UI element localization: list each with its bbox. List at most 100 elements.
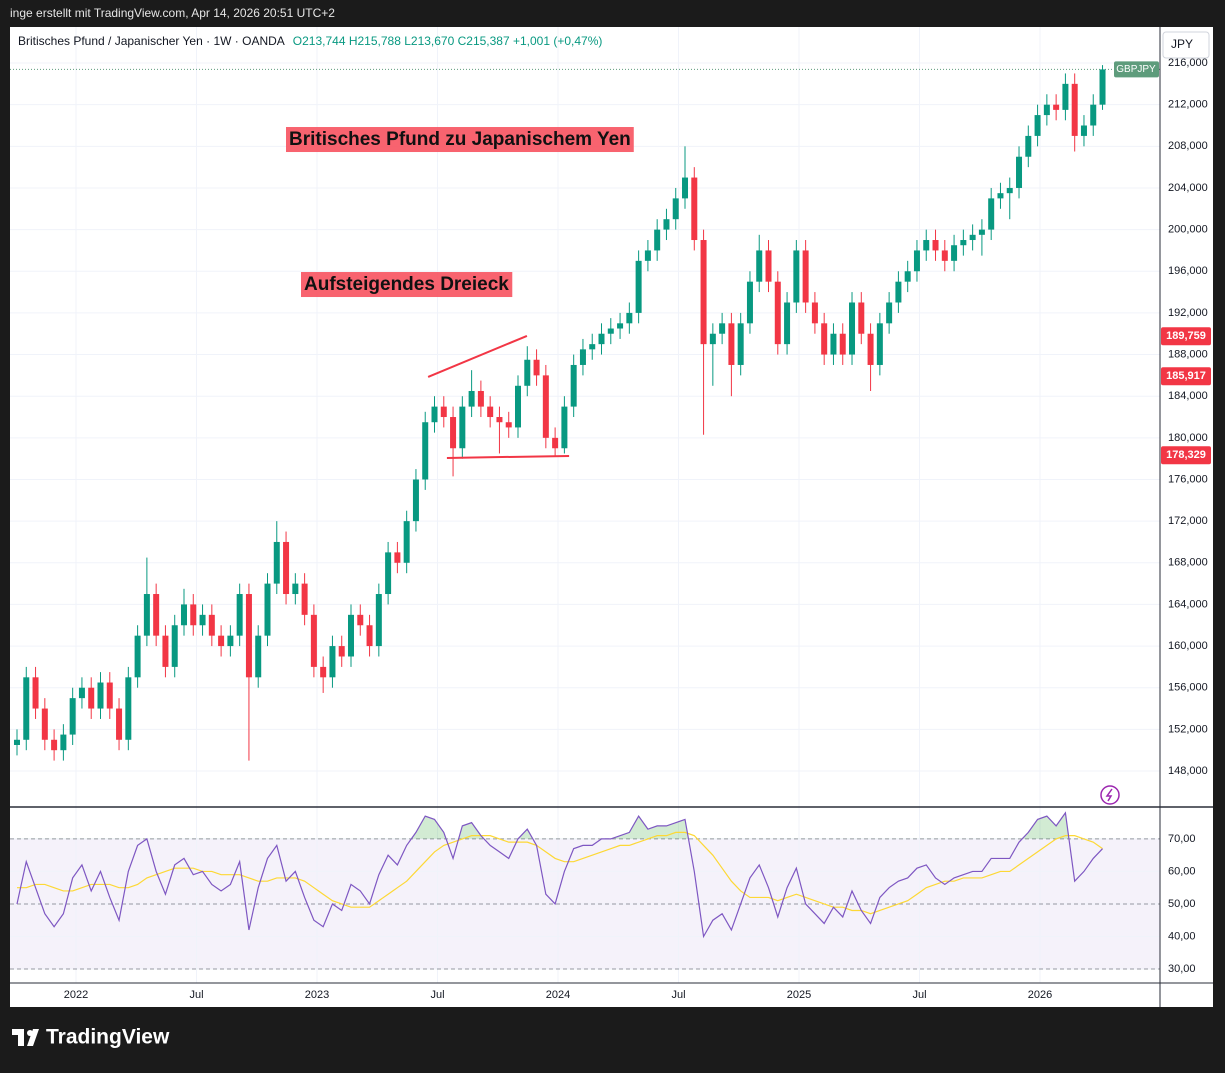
candle-body bbox=[607, 328, 614, 334]
candle-body bbox=[1071, 83, 1078, 136]
trend-line bbox=[427, 334, 528, 378]
candle-body bbox=[1090, 104, 1097, 126]
candle-body bbox=[236, 594, 243, 636]
candle-body bbox=[310, 614, 317, 667]
rsi-tick-label: 70,00 bbox=[1168, 833, 1196, 845]
candle-body bbox=[728, 323, 735, 365]
candle-body bbox=[134, 635, 141, 678]
candle-body bbox=[672, 198, 679, 220]
price-marker bbox=[1161, 446, 1211, 465]
price-marker-label: 185,917 bbox=[1166, 370, 1206, 382]
y-tick-label: 156,000 bbox=[1168, 682, 1208, 694]
chart-header: Britisches Pfund / Japanischer Yen · 1W … bbox=[18, 34, 602, 48]
candle-body bbox=[858, 302, 865, 334]
candle-body bbox=[1062, 83, 1069, 110]
candle-body bbox=[1099, 69, 1106, 105]
candle-body bbox=[116, 708, 123, 740]
x-tick-label: 2022 bbox=[64, 989, 88, 1001]
trend-line bbox=[446, 454, 570, 459]
rsi-tick-label: 60,00 bbox=[1168, 865, 1196, 877]
candle-body bbox=[245, 594, 252, 678]
candle-body bbox=[579, 349, 586, 365]
chart-title: Britisches Pfund / Japanischer Yen · 1W … bbox=[18, 34, 285, 48]
candle-body bbox=[431, 406, 438, 423]
candle-body bbox=[273, 541, 280, 584]
x-tick-label: 2025 bbox=[787, 989, 811, 1001]
candle-body bbox=[561, 406, 568, 449]
candle-body bbox=[626, 312, 633, 324]
price-marker bbox=[1161, 327, 1211, 346]
candle-body bbox=[997, 193, 1004, 199]
candle-body bbox=[403, 521, 410, 563]
candle-body bbox=[719, 323, 726, 334]
currency-label: JPY bbox=[1171, 37, 1193, 51]
candle-body bbox=[542, 375, 549, 438]
candle-body bbox=[153, 594, 160, 636]
candle-body bbox=[97, 682, 104, 709]
rsi-tick-label: 50,00 bbox=[1168, 898, 1196, 910]
candle-body bbox=[51, 739, 58, 751]
rsi-line bbox=[16, 811, 1103, 939]
candle-body bbox=[598, 333, 605, 345]
candle-body bbox=[635, 260, 642, 313]
candle-body bbox=[283, 541, 290, 595]
candle-body bbox=[1025, 135, 1032, 157]
candle-body bbox=[301, 583, 308, 615]
candle-body bbox=[978, 229, 985, 235]
y-tick-label: 192,000 bbox=[1168, 307, 1208, 319]
candle-body bbox=[385, 552, 392, 595]
candle-body bbox=[960, 240, 967, 246]
candle-body bbox=[932, 240, 939, 251]
y-tick-label: 184,000 bbox=[1168, 390, 1208, 402]
rsi-line bbox=[16, 831, 1103, 915]
y-tick-label: 180,000 bbox=[1168, 432, 1208, 444]
candle-body bbox=[459, 406, 466, 449]
candle-body bbox=[375, 594, 382, 647]
y-tick-label: 164,000 bbox=[1168, 598, 1208, 610]
y-tick-label: 216,000 bbox=[1168, 57, 1208, 69]
alert-icon[interactable] bbox=[1100, 785, 1120, 805]
currency-button[interactable] bbox=[1162, 31, 1210, 59]
candle-body bbox=[644, 250, 651, 261]
candle-body bbox=[366, 625, 373, 647]
candle-body bbox=[617, 323, 624, 329]
y-tick-label: 160,000 bbox=[1168, 640, 1208, 652]
candle-body bbox=[505, 422, 512, 428]
annotation-label: Aufsteigendes Dreieck bbox=[304, 274, 509, 295]
candle-body bbox=[913, 250, 920, 272]
candle-body bbox=[440, 406, 447, 418]
y-tick-label: 168,000 bbox=[1168, 557, 1208, 569]
candle-body bbox=[255, 635, 262, 678]
candle-body bbox=[774, 281, 781, 345]
candle-body bbox=[988, 198, 995, 230]
x-tick-label: 2023 bbox=[305, 989, 329, 1001]
candle-body bbox=[292, 583, 299, 595]
candle-body bbox=[329, 646, 336, 678]
rsi-lines bbox=[16, 811, 1103, 939]
x-tick-label: 2024 bbox=[546, 989, 570, 1001]
ohlc-values: O213,744 H215,788 L213,670 C215,387 +1,0… bbox=[293, 34, 603, 48]
candle-body bbox=[143, 594, 150, 636]
candle-body bbox=[1006, 187, 1013, 194]
y-tick-label: 212,000 bbox=[1168, 99, 1208, 111]
price-marker bbox=[1161, 367, 1211, 386]
candle-body bbox=[830, 333, 837, 355]
candle-body bbox=[69, 698, 76, 735]
y-tick-label: 188,000 bbox=[1168, 348, 1208, 360]
y-tick-label: 176,000 bbox=[1168, 473, 1208, 485]
candle-body bbox=[190, 604, 197, 626]
annotation-box bbox=[286, 127, 634, 153]
candle-body bbox=[765, 250, 772, 282]
candle-body bbox=[756, 250, 763, 282]
candle-body bbox=[412, 479, 419, 522]
candle-body bbox=[88, 687, 95, 709]
candle-body bbox=[969, 234, 976, 241]
candle-body bbox=[264, 583, 271, 636]
candle-body bbox=[218, 635, 225, 647]
candle-body bbox=[125, 677, 132, 740]
rsi-tick-label: 30,00 bbox=[1168, 963, 1196, 975]
candle-body bbox=[13, 739, 20, 745]
